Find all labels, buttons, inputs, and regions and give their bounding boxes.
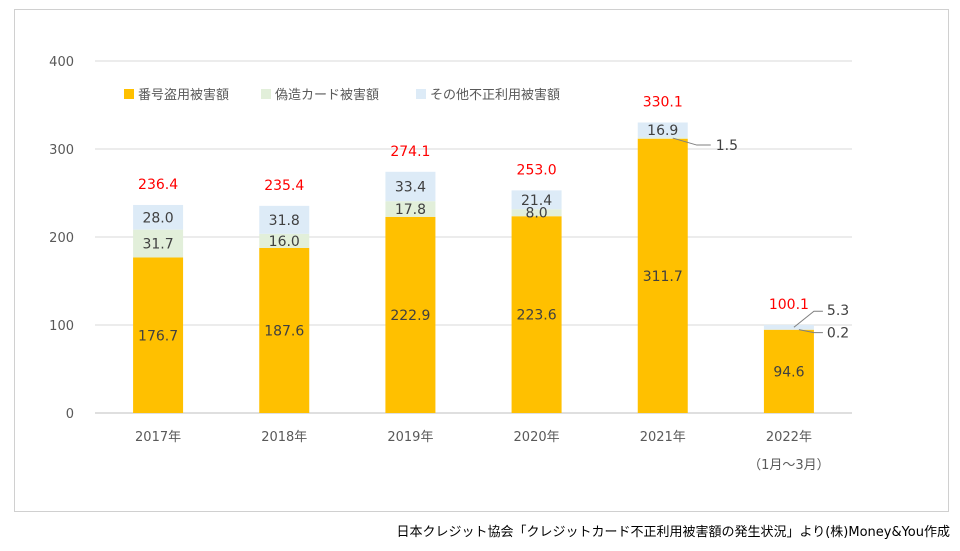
data-label: 94.6: [773, 364, 804, 380]
data-label: 187.6: [264, 323, 304, 339]
x-tick-sublabel: （1月～3月）: [748, 458, 830, 473]
total-label: 330.1: [643, 95, 683, 111]
total-label: 235.4: [264, 178, 304, 194]
total-label: 236.4: [138, 177, 178, 193]
data-label: 222.9: [390, 308, 430, 324]
data-label: 1.5: [716, 138, 738, 154]
bar-segment: [763, 329, 814, 413]
x-tick-label: 2022年: [766, 430, 812, 445]
bar-segment: [259, 233, 310, 248]
data-label: 17.8: [395, 202, 426, 218]
data-label: 0.2: [827, 326, 849, 342]
bar-segment: [763, 324, 814, 330]
data-label: 31.7: [142, 237, 173, 253]
data-label: 223.6: [517, 308, 557, 324]
legend-swatch: [416, 89, 426, 99]
legend-swatch: [261, 89, 271, 99]
bar-segment: [385, 216, 436, 413]
x-tick-label: 2018年: [261, 430, 307, 445]
x-tick-label: 2021年: [640, 430, 686, 445]
y-tick-label: 400: [49, 55, 74, 70]
y-tick-label: 200: [49, 231, 74, 246]
data-label: 16.0: [269, 234, 300, 250]
bar-segment: [133, 229, 184, 258]
y-tick-label: 100: [49, 319, 74, 334]
leader-line: [672, 137, 711, 146]
bar-segment: [637, 137, 688, 139]
x-tick-label: 2019年: [387, 430, 433, 445]
bar-segment: [259, 205, 310, 234]
total-label: 253.0: [517, 162, 557, 178]
data-label: 33.4: [395, 179, 426, 195]
bar-segment: [637, 138, 688, 414]
legend-label: 番号盗用被害額: [138, 87, 229, 103]
x-tick-label: 2017年: [135, 430, 181, 445]
bar-segment: [133, 257, 184, 413]
data-label: 311.7: [643, 269, 683, 285]
leader-line: [793, 310, 823, 328]
total-label: 274.1: [390, 144, 430, 160]
bar-segment: [637, 122, 688, 138]
total-label: 100.1: [769, 297, 809, 313]
legend-label: その他不正利用被害額: [430, 87, 560, 103]
bar-segment: [511, 216, 562, 413]
data-label: 16.9: [647, 123, 678, 139]
bar-segment: [133, 204, 184, 230]
data-label: 176.7: [138, 328, 178, 344]
bar-segment: [385, 171, 436, 202]
legend-swatch: [124, 89, 134, 99]
data-label: 5.3: [827, 303, 849, 319]
y-tick-label: 300: [49, 143, 74, 158]
x-tick-label: 2020年: [514, 430, 560, 445]
bar-segment: [511, 209, 562, 217]
y-tick-label: 0: [66, 407, 74, 422]
bar-segment: [385, 201, 436, 217]
bar-segment: [259, 247, 310, 413]
source-note: 日本クレジット協会「クレジットカード不正利用被害額の発生状況」より(株)Mone…: [396, 525, 950, 540]
data-label: 8.0: [525, 206, 547, 222]
data-label: 28.0: [142, 210, 173, 226]
data-label: 31.8: [269, 213, 300, 229]
legend-label: 偽造カード被害額: [275, 87, 379, 103]
data-label: 21.4: [521, 193, 552, 209]
leader-line: [798, 329, 823, 334]
bar-segment: [511, 190, 562, 210]
